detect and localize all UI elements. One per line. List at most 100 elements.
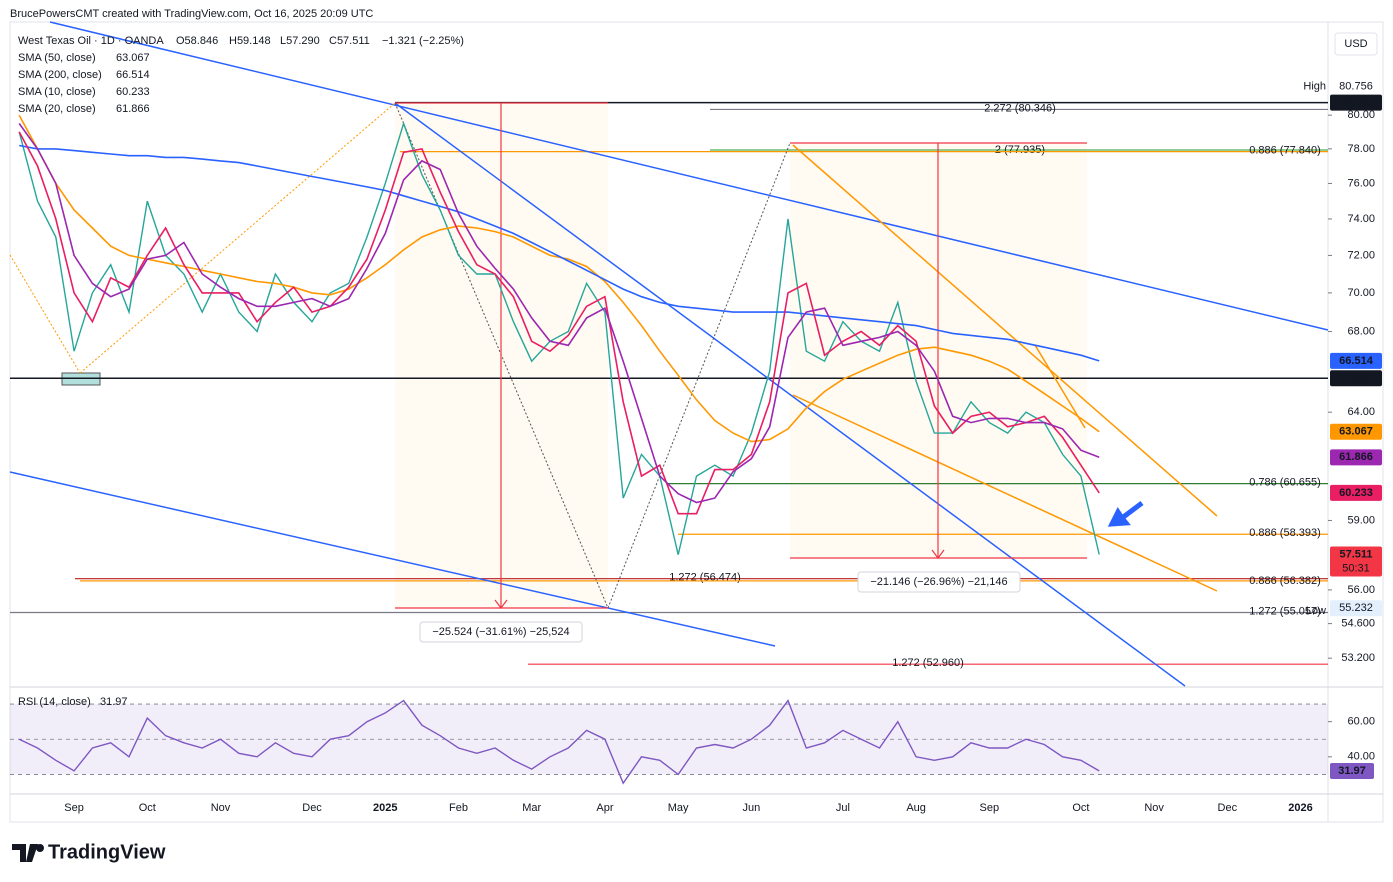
measure-label: −21.146 (−26.96%) −21,146 xyxy=(870,576,1007,588)
price-label: 63.067 xyxy=(1339,426,1373,438)
trend-line xyxy=(394,102,1186,687)
rsi-legend-value: 31.97 xyxy=(100,696,128,708)
legend-close: C57.511 xyxy=(329,35,370,47)
x-tick-label: Aug xyxy=(906,802,926,814)
legend: West Texas Oil · 1D · OANDA O58.846 H59.… xyxy=(18,35,464,47)
rsi-line xyxy=(18,699,1100,785)
x-tick-label: Nov xyxy=(1144,802,1164,814)
x-tick-label: Apr xyxy=(596,802,613,814)
measure-label-box xyxy=(857,571,1021,593)
x-tick-label: Jun xyxy=(743,802,761,814)
legend-high: H59.148 xyxy=(229,35,271,47)
x-tick-label: 2026 xyxy=(1288,802,1312,814)
low-box xyxy=(1330,600,1382,617)
x-tick-label: Feb xyxy=(449,802,468,814)
y-tick-label: 76.00 xyxy=(1347,177,1375,189)
price-label-box xyxy=(1330,484,1382,501)
x-tick-label: Sep xyxy=(64,802,84,814)
level-label: 0.886 (58.393) xyxy=(1249,527,1321,539)
low-label: Low xyxy=(1306,605,1326,617)
price-label-box xyxy=(1330,762,1374,779)
price-label: 60.233 xyxy=(1339,487,1373,499)
legend-low: L57.290 xyxy=(280,35,320,47)
legend-symbol: West Texas Oil · 1D · OANDA xyxy=(18,35,164,47)
x-tick-label: Dec xyxy=(1218,802,1238,814)
x-tick-label: 2025 xyxy=(373,802,397,814)
sma-line xyxy=(18,123,1100,504)
y-tick-label: 60.00 xyxy=(1347,716,1375,728)
x-tick-label: Jul xyxy=(836,802,850,814)
legend-change: −1.321 (−2.25%) xyxy=(382,35,464,47)
legend-series-name: SMA (20, close) xyxy=(18,103,96,115)
sma-line xyxy=(19,144,1100,362)
high-label: High xyxy=(1303,81,1326,93)
dotted-line xyxy=(394,102,609,609)
x-tick-label: Dec xyxy=(302,802,322,814)
channel-line xyxy=(1034,344,1086,429)
price-label-box xyxy=(1330,370,1382,387)
price-line xyxy=(18,121,1100,555)
trend-line xyxy=(49,21,1329,331)
y-tick-label: 68.00 xyxy=(1347,325,1375,337)
dotted-line xyxy=(79,102,396,374)
y-tick-label: 40.00 xyxy=(1347,751,1375,763)
y-tick-label: 72.00 xyxy=(1347,249,1375,261)
legend-series-value: 60.233 xyxy=(116,86,150,98)
legend-series-value: 63.067 xyxy=(116,52,150,64)
currency-button[interactable] xyxy=(1334,32,1378,56)
y-tick-label: 53.200 xyxy=(1341,652,1375,664)
dotted-line xyxy=(607,142,791,609)
x-tick-label: May xyxy=(668,802,689,814)
price-label-box xyxy=(1330,449,1382,466)
y-tick-label: 80.00 xyxy=(1347,109,1375,121)
legend-series-value: 61.866 xyxy=(116,103,150,115)
y-tick-label: 54.600 xyxy=(1341,618,1375,630)
y-tick-label: 56.00 xyxy=(1347,584,1375,596)
high-value: 80.756 xyxy=(1339,81,1373,93)
brand-logo xyxy=(12,844,44,862)
level-label: 1.272 (56.474) xyxy=(669,572,741,584)
x-tick-label: Nov xyxy=(211,802,231,814)
legend-open: O58.846 xyxy=(176,35,218,47)
x-tick-label: Oct xyxy=(139,802,156,814)
level-label: 2.272 (80.346) xyxy=(984,102,1056,114)
currency[interactable]: USD xyxy=(1344,38,1367,50)
x-tick-label: Oct xyxy=(1072,802,1089,814)
level-label: 1.272 (52.960) xyxy=(892,657,964,669)
price-label: 80.756 xyxy=(1339,97,1373,109)
trend-line xyxy=(9,471,776,647)
price-label-box xyxy=(1330,94,1382,111)
price-label: 57.511 xyxy=(1339,548,1372,560)
x-tick-label: Sep xyxy=(980,802,1000,814)
level-label: 2 (77.935) xyxy=(995,144,1045,156)
measure-arrow xyxy=(931,549,945,559)
price-label: 61.866 xyxy=(1339,451,1373,463)
credit: BrucePowersCMT created with TradingView.… xyxy=(10,8,373,20)
price-label: 65.650 xyxy=(1339,372,1373,384)
y-tick-label: 74.00 xyxy=(1347,213,1375,225)
pointer-arrow xyxy=(1107,501,1144,527)
legend-series-value: 66.514 xyxy=(116,69,150,81)
level-label: 0.886 (77.840) xyxy=(1249,145,1321,157)
measure-label: −25.524 (−31.61%) −25,524 xyxy=(432,626,569,638)
y-tick-label: 78.00 xyxy=(1347,143,1375,155)
level-label: 0.786 (60.655) xyxy=(1249,477,1321,489)
legend-series-name: SMA (50, close) xyxy=(18,52,96,64)
channel-line xyxy=(792,394,1218,592)
price-label-box xyxy=(1330,352,1382,369)
level-label: 0.886 (56.382) xyxy=(1249,575,1321,587)
legend-series-name: SMA (200, close) xyxy=(18,69,102,81)
legend-series-name: SMA (10, close) xyxy=(18,86,96,98)
y-tick-label: 64.00 xyxy=(1347,406,1375,418)
x-tick-label: Mar xyxy=(522,802,541,814)
chart-frame xyxy=(9,21,1384,823)
channel-line xyxy=(792,144,1218,517)
measure-arrow xyxy=(494,599,508,609)
level-label: 1.272 (55.057) xyxy=(1249,605,1321,617)
price-label: 66.514 xyxy=(1339,355,1374,367)
y-tick-label: 59.00 xyxy=(1347,514,1375,526)
countdown: 50:31 xyxy=(1342,562,1370,574)
y-tick-label: 70.00 xyxy=(1347,287,1375,299)
price-label: 31.97 xyxy=(1338,765,1366,777)
